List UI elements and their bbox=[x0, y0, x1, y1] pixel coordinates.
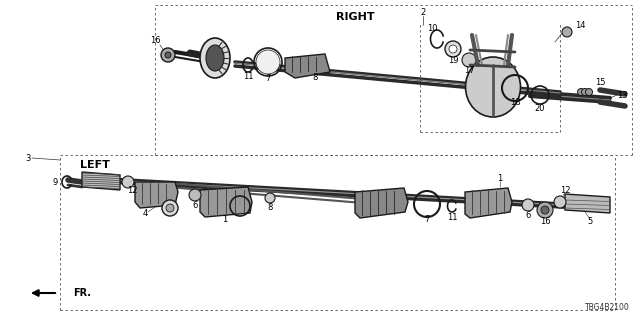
Text: FR.: FR. bbox=[73, 288, 91, 298]
Polygon shape bbox=[355, 188, 408, 218]
Ellipse shape bbox=[206, 45, 224, 71]
Text: 7: 7 bbox=[266, 74, 271, 83]
Text: 2: 2 bbox=[420, 7, 426, 17]
Text: 13: 13 bbox=[617, 91, 627, 100]
Text: TBG4B2100: TBG4B2100 bbox=[585, 303, 630, 312]
Text: 20: 20 bbox=[535, 103, 545, 113]
Text: 8: 8 bbox=[268, 203, 273, 212]
Polygon shape bbox=[82, 172, 120, 190]
Text: 16: 16 bbox=[150, 36, 160, 44]
Circle shape bbox=[462, 53, 476, 67]
Circle shape bbox=[265, 193, 275, 203]
Circle shape bbox=[522, 199, 534, 211]
Text: 15: 15 bbox=[595, 77, 605, 86]
Ellipse shape bbox=[200, 38, 230, 78]
Circle shape bbox=[554, 196, 566, 208]
Circle shape bbox=[577, 89, 584, 95]
Polygon shape bbox=[565, 194, 610, 213]
Text: 6: 6 bbox=[525, 211, 531, 220]
Circle shape bbox=[165, 52, 171, 58]
Text: LEFT: LEFT bbox=[80, 160, 110, 170]
Polygon shape bbox=[285, 54, 330, 78]
Text: 11: 11 bbox=[447, 212, 457, 221]
Circle shape bbox=[586, 89, 593, 95]
Text: 5: 5 bbox=[588, 218, 593, 227]
Text: 4: 4 bbox=[142, 209, 148, 218]
Circle shape bbox=[562, 27, 572, 37]
Text: 1: 1 bbox=[497, 173, 502, 182]
Text: 14: 14 bbox=[575, 20, 585, 29]
Circle shape bbox=[449, 45, 457, 53]
Text: RIGHT: RIGHT bbox=[336, 12, 374, 22]
Polygon shape bbox=[465, 188, 512, 218]
Text: 11: 11 bbox=[243, 71, 253, 81]
Text: 12: 12 bbox=[127, 186, 137, 195]
Polygon shape bbox=[200, 187, 252, 217]
Circle shape bbox=[582, 89, 589, 95]
Circle shape bbox=[541, 206, 549, 214]
Ellipse shape bbox=[465, 57, 520, 117]
Polygon shape bbox=[135, 182, 178, 208]
Text: 6: 6 bbox=[192, 201, 198, 210]
Text: 18: 18 bbox=[509, 98, 520, 107]
Text: 1: 1 bbox=[222, 215, 228, 225]
Circle shape bbox=[256, 50, 280, 74]
Text: 3: 3 bbox=[26, 154, 31, 163]
Text: 17: 17 bbox=[464, 66, 474, 75]
Text: 8: 8 bbox=[312, 73, 317, 82]
Circle shape bbox=[122, 176, 134, 188]
Circle shape bbox=[166, 204, 174, 212]
Circle shape bbox=[161, 48, 175, 62]
Text: 19: 19 bbox=[448, 55, 458, 65]
Circle shape bbox=[189, 189, 201, 201]
Text: 10: 10 bbox=[427, 23, 437, 33]
Text: 16: 16 bbox=[540, 218, 550, 227]
Text: 9: 9 bbox=[52, 178, 58, 187]
Text: 12: 12 bbox=[560, 186, 570, 195]
Circle shape bbox=[162, 200, 178, 216]
Circle shape bbox=[537, 202, 553, 218]
Text: 7: 7 bbox=[424, 215, 429, 225]
Circle shape bbox=[445, 41, 461, 57]
